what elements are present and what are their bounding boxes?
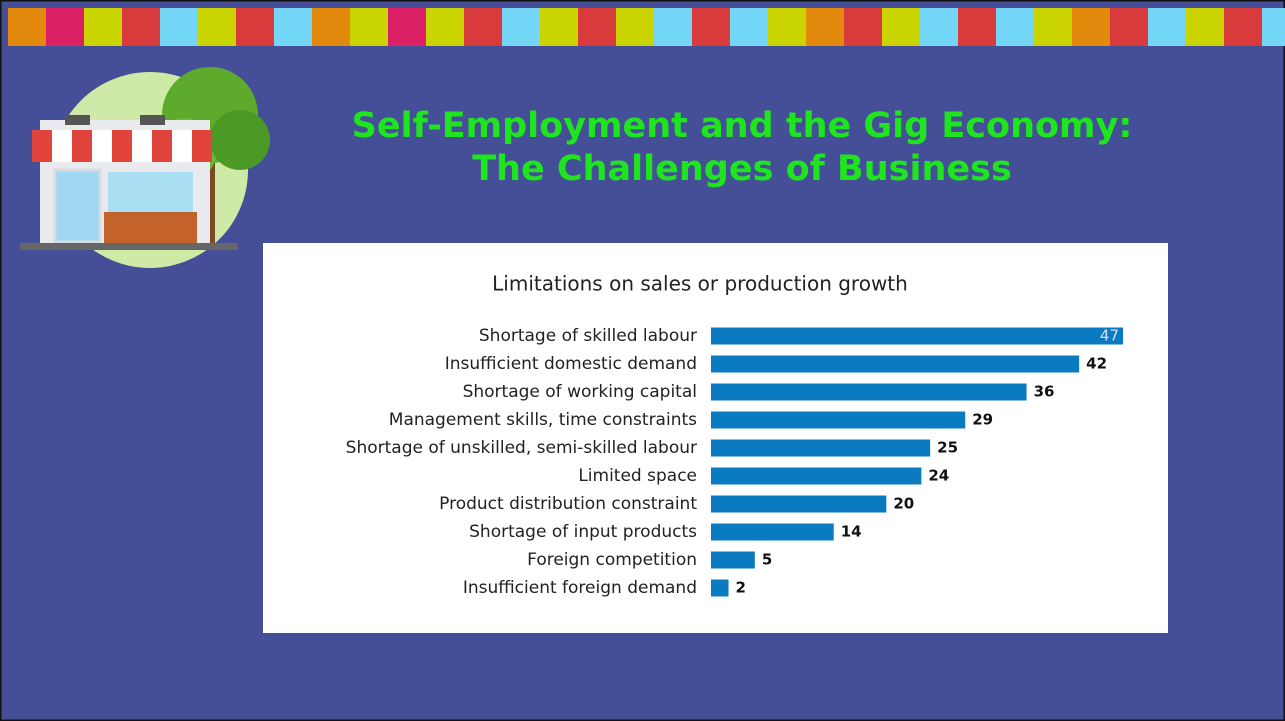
stripe-square (996, 8, 1034, 46)
stripe-square (426, 8, 464, 46)
category-label: Insufficient domestic demand (445, 354, 697, 374)
awning-stripe (32, 130, 52, 162)
stripe-square (578, 8, 616, 46)
stripe-square (236, 8, 274, 46)
stripe-square (1034, 8, 1072, 46)
stripe-square (122, 8, 160, 46)
awning-stripe (152, 130, 172, 162)
awning (32, 130, 212, 162)
bar (711, 523, 834, 541)
stripe-square (540, 8, 578, 46)
stripe-square (882, 8, 920, 46)
value-label: 14 (841, 523, 862, 541)
stripe-square (502, 8, 540, 46)
chimney (65, 115, 90, 125)
tree (210, 110, 270, 170)
stripe-square (1072, 8, 1110, 46)
stripe-square (768, 8, 806, 46)
value-label: 42 (1086, 355, 1107, 373)
stripe-square (806, 8, 844, 46)
value-label: 5 (762, 551, 772, 569)
value-label: 2 (736, 579, 746, 597)
stripe-square (84, 8, 122, 46)
bar (711, 439, 931, 457)
stripe-square (1262, 8, 1285, 46)
stripe-square (1110, 8, 1148, 46)
category-label: Shortage of working capital (463, 382, 697, 402)
stripe-square (46, 8, 84, 46)
category-label: Limited space (578, 466, 697, 486)
value-label: 25 (937, 439, 958, 457)
slide-title: The Challenges of Business (472, 149, 1012, 189)
chart-title: Limitations on sales or production growt… (492, 272, 908, 296)
stripe-square (1186, 8, 1224, 46)
category-label: Product distribution constraint (439, 494, 697, 514)
stripe-square (274, 8, 312, 46)
stripe-square (312, 8, 350, 46)
stripe-square (464, 8, 502, 46)
produce (104, 212, 197, 244)
chimney (140, 115, 165, 125)
color-stripe (8, 8, 1285, 46)
stripe-square (8, 8, 46, 46)
awning-stripe (132, 130, 152, 162)
value-label: 36 (1034, 383, 1055, 401)
slide-title: Self-Employment and the Gig Economy: (352, 106, 1133, 146)
category-label: Management skills, time constraints (389, 410, 697, 430)
awning-stripe (92, 130, 112, 162)
ground (20, 243, 238, 250)
door (53, 168, 102, 244)
stripe-square (350, 8, 388, 46)
bar (711, 551, 755, 569)
bar (711, 495, 887, 513)
awning-stripe (192, 130, 212, 162)
category-label: Shortage of input products (469, 522, 697, 542)
value-label: 20 (893, 495, 914, 513)
category-label: Shortage of unskilled, semi-skilled labo… (346, 438, 697, 458)
category-label: Shortage of skilled labour (479, 326, 697, 346)
value-label: 29 (972, 411, 993, 429)
value-label: 47 (1100, 327, 1119, 345)
window (108, 172, 193, 212)
stripe-square (730, 8, 768, 46)
bar (711, 383, 1027, 401)
stripe-square (388, 8, 426, 46)
stripe-square (198, 8, 236, 46)
stripe-square (1224, 8, 1262, 46)
bar (711, 579, 729, 597)
stripe-square (160, 8, 198, 46)
bar (711, 327, 1123, 345)
value-label: 24 (928, 467, 949, 485)
stripe-square (692, 8, 730, 46)
shop-illustration (20, 67, 270, 268)
bar (711, 411, 966, 429)
awning-stripe (112, 130, 132, 162)
stripe-square (958, 8, 996, 46)
stripe-square (1148, 8, 1186, 46)
category-label: Foreign competition (527, 550, 697, 570)
awning-stripe (72, 130, 92, 162)
stripe-square (654, 8, 692, 46)
awning-stripe (52, 130, 72, 162)
awning-stripe (172, 130, 192, 162)
stripe-square (616, 8, 654, 46)
bar (711, 467, 922, 485)
stripe-square (920, 8, 958, 46)
bar (711, 355, 1080, 373)
stripe-square (844, 8, 882, 46)
category-label: Insufficient foreign demand (463, 578, 697, 598)
